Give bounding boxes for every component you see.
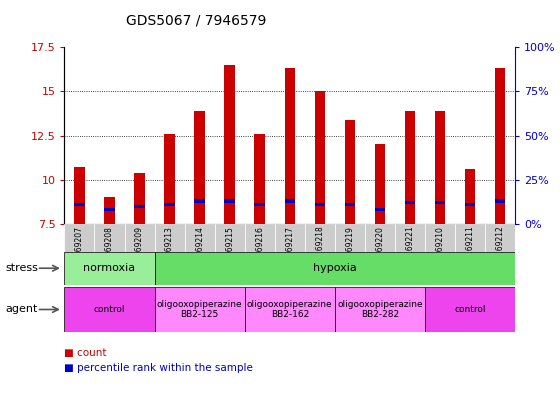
Text: GSM1169212: GSM1169212 bbox=[496, 226, 505, 276]
Bar bbox=[74, 167, 85, 224]
Bar bbox=[284, 68, 295, 224]
Bar bbox=[225, 199, 235, 203]
Text: oligooxopiperazine
BB2-125: oligooxopiperazine BB2-125 bbox=[157, 300, 242, 319]
Text: control: control bbox=[94, 305, 125, 314]
Bar bbox=[465, 169, 475, 224]
Bar bbox=[64, 224, 95, 281]
Bar bbox=[305, 224, 335, 281]
Bar bbox=[465, 203, 475, 206]
Bar bbox=[134, 173, 145, 224]
Text: GSM1169219: GSM1169219 bbox=[346, 226, 354, 277]
Text: GSM1169214: GSM1169214 bbox=[195, 226, 204, 277]
Bar bbox=[134, 205, 145, 208]
Bar bbox=[164, 203, 175, 206]
Bar bbox=[455, 224, 485, 281]
Bar bbox=[104, 197, 115, 224]
Text: oligooxopiperazine
BB2-162: oligooxopiperazine BB2-162 bbox=[247, 300, 333, 319]
Bar bbox=[335, 224, 365, 281]
Bar bbox=[254, 134, 265, 224]
Bar bbox=[365, 224, 395, 281]
Text: ■ percentile rank within the sample: ■ percentile rank within the sample bbox=[64, 364, 253, 373]
Bar bbox=[375, 208, 385, 211]
Bar bbox=[485, 224, 515, 281]
Bar bbox=[425, 287, 515, 332]
Bar bbox=[344, 203, 355, 206]
Bar bbox=[155, 287, 245, 332]
Bar bbox=[155, 252, 515, 285]
Bar bbox=[74, 203, 85, 206]
Bar bbox=[225, 65, 235, 224]
Bar bbox=[395, 224, 425, 281]
Text: GSM1169207: GSM1169207 bbox=[75, 226, 84, 277]
Text: normoxia: normoxia bbox=[83, 263, 136, 273]
Bar bbox=[245, 287, 335, 332]
Text: stress: stress bbox=[6, 263, 39, 273]
Bar bbox=[495, 199, 506, 203]
Bar bbox=[245, 224, 275, 281]
Bar bbox=[214, 224, 245, 281]
Text: GSM1169213: GSM1169213 bbox=[165, 226, 174, 277]
Bar bbox=[124, 224, 155, 281]
Bar bbox=[375, 144, 385, 224]
Text: GSM1169220: GSM1169220 bbox=[375, 226, 385, 277]
Bar bbox=[405, 201, 416, 204]
Text: GSM1169208: GSM1169208 bbox=[105, 226, 114, 277]
Text: GDS5067 / 7946579: GDS5067 / 7946579 bbox=[126, 14, 266, 28]
Text: oligooxopiperazine
BB2-282: oligooxopiperazine BB2-282 bbox=[337, 300, 423, 319]
Text: ■ count: ■ count bbox=[64, 348, 107, 358]
Bar bbox=[185, 224, 214, 281]
Text: GSM1169211: GSM1169211 bbox=[465, 226, 475, 276]
Text: agent: agent bbox=[6, 305, 38, 314]
Text: hypoxia: hypoxia bbox=[313, 263, 357, 273]
Bar bbox=[315, 203, 325, 206]
Bar bbox=[344, 119, 355, 224]
Text: GSM1169221: GSM1169221 bbox=[405, 226, 414, 276]
Bar bbox=[495, 68, 506, 224]
Bar bbox=[425, 224, 455, 281]
Bar bbox=[275, 224, 305, 281]
Text: GSM1169216: GSM1169216 bbox=[255, 226, 264, 277]
Text: GSM1169217: GSM1169217 bbox=[285, 226, 295, 277]
Bar bbox=[435, 201, 445, 204]
Text: GSM1169209: GSM1169209 bbox=[135, 226, 144, 277]
Bar bbox=[64, 252, 155, 285]
Bar bbox=[405, 111, 416, 224]
Bar bbox=[284, 199, 295, 203]
Bar bbox=[194, 199, 205, 203]
Bar bbox=[155, 224, 185, 281]
Bar bbox=[194, 111, 205, 224]
Text: control: control bbox=[454, 305, 486, 314]
Bar bbox=[164, 134, 175, 224]
Bar bbox=[315, 91, 325, 224]
Bar bbox=[335, 287, 425, 332]
Bar bbox=[64, 287, 155, 332]
Bar bbox=[104, 208, 115, 211]
Text: GSM1169215: GSM1169215 bbox=[225, 226, 234, 277]
Bar bbox=[95, 224, 124, 281]
Bar bbox=[254, 203, 265, 206]
Text: GSM1169218: GSM1169218 bbox=[315, 226, 324, 276]
Bar bbox=[435, 111, 445, 224]
Text: GSM1169210: GSM1169210 bbox=[436, 226, 445, 277]
